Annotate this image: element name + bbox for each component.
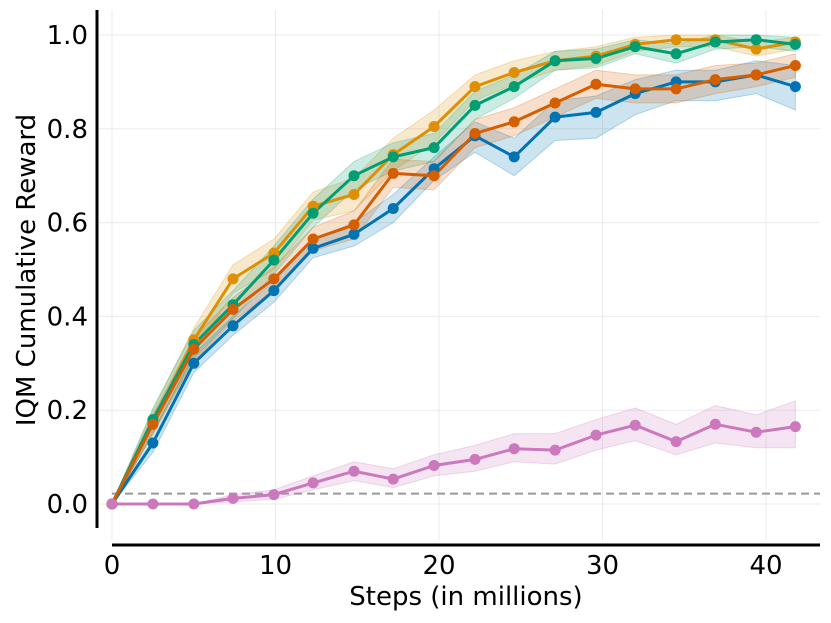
- band-pink: [112, 400, 796, 505]
- point-pink-15: [709, 418, 721, 430]
- series-lines: [110, 38, 796, 506]
- point-green-16: [750, 34, 762, 46]
- point-pink-12: [590, 429, 602, 441]
- x-tick-label-1: 10: [259, 551, 292, 581]
- point-orange-6: [348, 189, 360, 200]
- series-line-blue: [110, 73, 796, 505]
- point-red-orange-15: [709, 74, 721, 86]
- point-pink-6: [348, 465, 360, 477]
- point-green-5: [307, 207, 319, 219]
- point-pink-0: [106, 498, 118, 510]
- y-tick-label-5: 1.0: [47, 21, 88, 51]
- point-green-11: [549, 55, 561, 67]
- point-red-orange-17: [789, 60, 801, 71]
- point-blue-5: [307, 242, 319, 254]
- point-red-orange-3: [227, 303, 239, 315]
- point-orange-14: [670, 34, 682, 46]
- series-line-red-orange: [110, 64, 796, 505]
- point-red-orange-10: [508, 116, 520, 128]
- point-red-orange-8: [428, 170, 440, 182]
- point-blue-17: [789, 81, 801, 93]
- point-green-9: [469, 99, 481, 111]
- y-tick-label-0: 0.0: [47, 490, 88, 520]
- point-green-4: [268, 254, 280, 266]
- point-pink-9: [469, 453, 481, 465]
- series-line-pink: [112, 422, 796, 506]
- point-green-8: [428, 142, 440, 154]
- series-points: [106, 34, 801, 510]
- point-orange-8: [428, 121, 440, 132]
- x-tick-label-2: 20: [422, 551, 455, 581]
- point-blue-7: [387, 203, 399, 214]
- y-tick-label-1: 0.2: [47, 396, 88, 426]
- tick-labels: 0 10 20 30 40 0.0 0.2 0.4 0.6 0.8 1.0: [47, 21, 783, 581]
- point-blue-6: [348, 228, 360, 240]
- point-pink-2: [188, 498, 200, 510]
- point-green-6: [348, 170, 360, 182]
- point-blue-10: [508, 151, 520, 163]
- axes: [95, 10, 820, 547]
- point-green-13: [629, 41, 641, 53]
- point-green-10: [508, 81, 520, 93]
- point-red-orange-14: [670, 83, 682, 95]
- point-red-orange-12: [590, 78, 602, 90]
- y-tick-label-4: 0.8: [47, 115, 88, 145]
- point-red-orange-16: [750, 69, 762, 81]
- point-green-15: [709, 36, 721, 48]
- point-pink-14: [670, 436, 682, 448]
- x-tick-label-0: 0: [104, 551, 121, 581]
- point-pink-1: [147, 498, 159, 510]
- point-pink-4: [268, 489, 280, 501]
- point-red-orange-1: [147, 418, 159, 430]
- point-blue-2: [188, 357, 200, 369]
- point-blue-12: [590, 106, 602, 118]
- point-pink-11: [549, 444, 561, 456]
- point-red-orange-11: [549, 97, 561, 109]
- grid-lines: [98, 10, 820, 540]
- series-line-orange: [110, 38, 796, 505]
- point-blue-4: [268, 285, 280, 297]
- point-red-orange-7: [387, 167, 399, 179]
- point-red-orange-6: [348, 219, 360, 231]
- point-red-orange-2: [188, 343, 200, 355]
- point-blue-11: [549, 111, 561, 123]
- point-orange-16: [750, 43, 762, 55]
- point-pink-3: [227, 492, 239, 504]
- point-blue-1: [147, 437, 159, 449]
- x-tick-label-4: 40: [749, 551, 782, 581]
- point-pink-7: [387, 473, 399, 485]
- x-axis-label: Steps (in millions): [349, 582, 582, 612]
- point-red-orange-5: [307, 233, 319, 245]
- point-red-orange-4: [268, 273, 280, 285]
- point-pink-8: [428, 460, 440, 471]
- point-red-orange-13: [629, 83, 641, 95]
- point-pink-16: [750, 426, 762, 438]
- point-orange-3: [227, 273, 239, 285]
- y-tick-label-2: 0.4: [47, 302, 88, 332]
- point-green-17: [789, 38, 801, 50]
- point-pink-17: [789, 421, 801, 433]
- point-pink-10: [508, 443, 520, 455]
- point-red-orange-9: [469, 128, 481, 139]
- y-axis-label: IQM Cumulative Reward: [12, 114, 42, 426]
- point-orange-9: [469, 81, 481, 93]
- series-line-green: [110, 38, 796, 505]
- point-pink-5: [307, 477, 319, 489]
- point-blue-3: [227, 320, 239, 332]
- y-tick-label-3: 0.6: [47, 209, 88, 239]
- point-green-12: [590, 53, 602, 64]
- point-green-14: [670, 48, 682, 60]
- point-orange-10: [508, 67, 520, 78]
- x-tick-label-3: 30: [586, 551, 619, 581]
- point-pink-13: [629, 419, 641, 431]
- point-green-7: [387, 151, 399, 163]
